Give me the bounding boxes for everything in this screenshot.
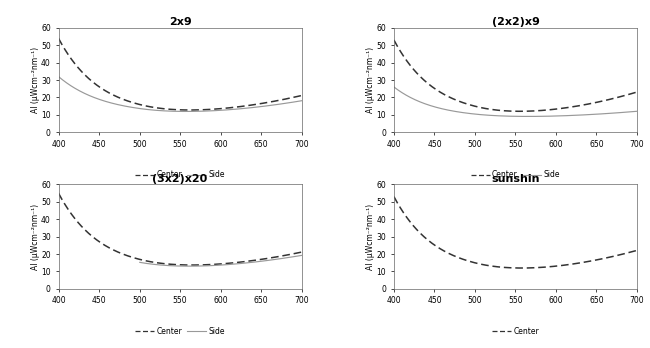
Y-axis label: AI (μWcm⁻²nm⁻¹): AI (μWcm⁻²nm⁻¹) (366, 204, 375, 270)
Legend: Center: Center (489, 324, 542, 339)
Legend: Center, Side: Center, Side (132, 324, 228, 339)
Legend: Center, Side: Center, Side (132, 167, 228, 182)
Title: (2x2)x9: (2x2)x9 (491, 17, 540, 27)
Title: (3x2)x20: (3x2)x20 (152, 174, 207, 184)
Title: sunshin: sunshin (491, 174, 540, 184)
Legend: Center, Side: Center, Side (467, 167, 564, 182)
Y-axis label: AI (μWcm⁻²nm⁻¹): AI (μWcm⁻²nm⁻¹) (31, 204, 40, 270)
Title: 2x9: 2x9 (168, 17, 191, 27)
Y-axis label: AI (μWcm⁻²nm⁻¹): AI (μWcm⁻²nm⁻¹) (366, 47, 375, 113)
Y-axis label: AI (μWcm⁻²nm⁻¹): AI (μWcm⁻²nm⁻¹) (31, 47, 40, 113)
